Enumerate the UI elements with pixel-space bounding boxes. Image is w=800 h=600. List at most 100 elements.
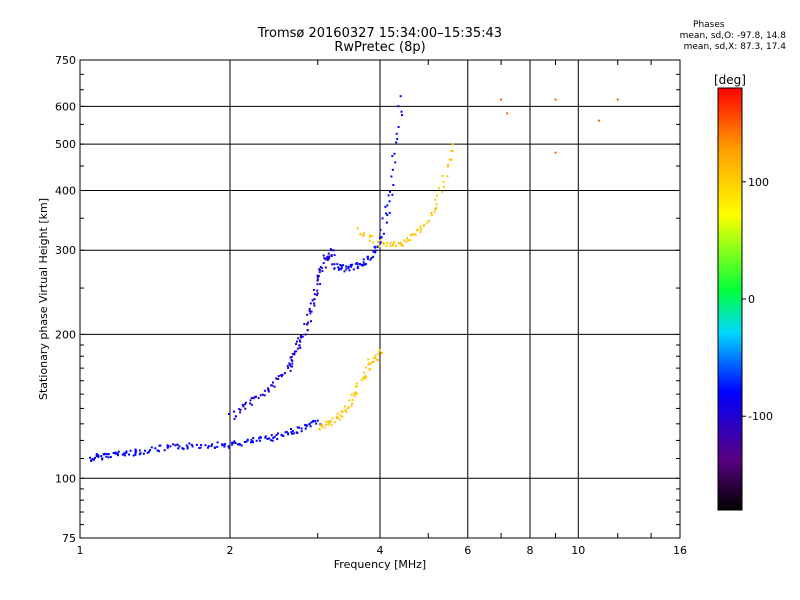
data-point [124,454,126,457]
data-point [398,242,400,244]
data-point [290,428,292,430]
data-point [241,403,244,406]
data-point [375,358,378,361]
data-point [311,299,314,302]
phase-stats-heading: Phases [693,20,725,30]
data-point [259,439,262,442]
data-point [240,444,243,447]
data-point [441,174,444,177]
data-point [242,405,245,408]
data-point [323,257,326,260]
data-point [172,443,175,446]
data-point [345,265,348,268]
data-point [328,421,331,424]
data-point [340,266,343,269]
data-point [333,421,336,424]
data-point [232,441,235,444]
data-point [386,214,389,217]
data-point [132,454,135,457]
data-point [434,198,437,201]
data-point [337,268,340,271]
data-point [308,310,311,312]
data-point [89,456,91,459]
data-point [304,333,307,336]
data-point [243,441,246,443]
data-point [308,308,311,310]
data-point [379,239,382,242]
data-point [316,278,319,281]
data-point [400,110,403,113]
data-point [597,119,600,122]
data-point [291,432,293,435]
data-point [360,379,363,381]
data-point [356,262,358,265]
data-point [506,112,509,115]
data-point [352,268,355,271]
data-point [195,443,198,446]
data-point [368,362,371,365]
data-point [270,439,272,442]
data-point [270,384,273,387]
data-point [308,423,311,426]
data-point [328,257,331,260]
data-point [122,452,125,455]
data-point [379,349,381,352]
data-point [216,441,219,444]
plot-frame [79,59,681,539]
x-tick-label: 16 [673,544,687,557]
colorbar-label: [deg] [714,73,746,87]
data-point [451,149,454,152]
data-point [330,249,333,252]
data-point [362,263,365,266]
data-point [361,234,364,237]
data-point [446,165,449,168]
data-point [297,337,300,340]
data-point [362,261,365,264]
data-point [407,239,409,242]
data-point [150,446,153,449]
data-point [313,302,316,305]
data-point [267,390,270,393]
data-point [321,425,324,428]
data-point [228,413,230,415]
data-point [312,420,315,423]
data-point [369,368,372,370]
data-point [385,244,388,247]
data-point [356,392,359,395]
data-point [268,437,271,440]
y-tick-label: 500 [55,138,76,151]
data-point [224,443,227,446]
data-point [138,449,141,452]
data-point [364,263,367,265]
data-point [331,417,334,420]
data-point [264,436,267,439]
data-point [374,249,377,252]
data-point [430,212,433,214]
data-point [389,190,391,193]
data-point [391,155,394,158]
data-point [405,240,408,243]
data-point [392,184,395,186]
data-point [138,453,141,456]
data-point [399,95,402,98]
data-point [353,393,356,396]
data-point [290,431,293,434]
data-point [335,415,338,418]
data-point [391,193,394,196]
data-point [312,288,315,291]
data-point [107,453,110,456]
data-point [259,394,262,397]
data-point [177,447,180,450]
data-point [400,243,402,246]
data-point [379,242,382,245]
data-point [310,310,313,313]
data-point [314,420,317,423]
data-point [396,138,399,140]
data-point [289,369,292,372]
data-point [419,225,422,228]
data-point [100,455,103,458]
data-point [356,227,359,230]
data-point [273,435,276,438]
data-point [304,427,307,430]
data-point [234,415,237,418]
